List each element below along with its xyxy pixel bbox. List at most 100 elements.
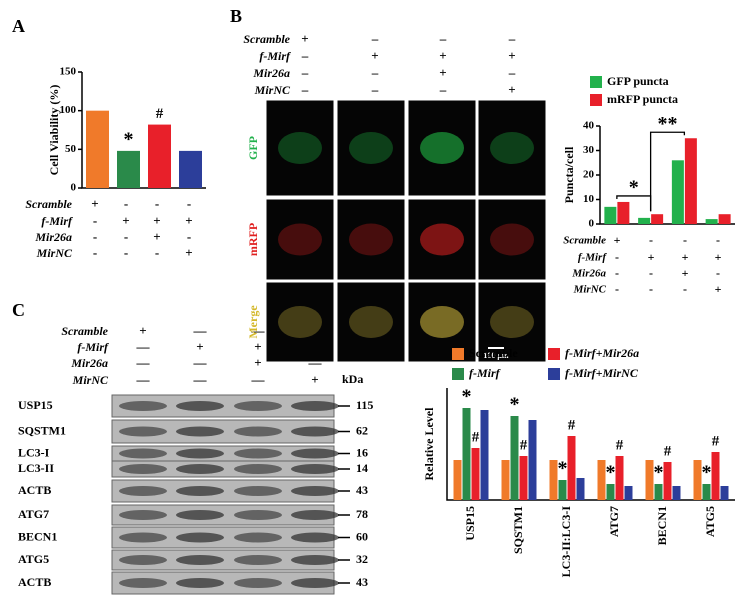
condition-cell: + bbox=[153, 213, 160, 228]
bar bbox=[510, 416, 519, 500]
blot-band bbox=[119, 532, 167, 543]
bar bbox=[645, 460, 654, 500]
blot-band bbox=[234, 401, 282, 411]
y-tick-label: 150 bbox=[60, 66, 77, 78]
condition-cell: - bbox=[615, 282, 619, 296]
bar bbox=[702, 484, 711, 500]
condition-cell: - bbox=[93, 213, 97, 228]
condition-cell: — bbox=[136, 355, 151, 370]
condition-cell: - bbox=[124, 245, 128, 260]
condition-cell: – bbox=[508, 31, 516, 46]
blot-kda: 78 bbox=[356, 507, 368, 521]
condition-cell: + bbox=[196, 339, 203, 354]
condition-cell: – bbox=[371, 31, 379, 46]
condition-cell: + bbox=[439, 65, 446, 80]
blot-band bbox=[291, 555, 339, 565]
blot-kda: 60 bbox=[356, 529, 368, 543]
blot-band bbox=[119, 510, 167, 520]
micrograph bbox=[477, 99, 547, 197]
condition-cell: — bbox=[193, 372, 208, 387]
blot-band bbox=[291, 448, 339, 459]
cell-signal bbox=[278, 132, 322, 164]
blot-kda: 16 bbox=[356, 445, 368, 459]
blot-band bbox=[291, 486, 339, 496]
y-tick-label: 50 bbox=[65, 143, 77, 155]
cell-signal bbox=[420, 132, 464, 164]
bar bbox=[624, 486, 633, 500]
blot-band bbox=[119, 578, 167, 588]
blot-band bbox=[291, 578, 339, 588]
condition-cell: — bbox=[251, 372, 266, 387]
condition-cell: – bbox=[301, 48, 309, 63]
y-tick-label: 20 bbox=[583, 169, 595, 181]
y-axis-label: Puncta/cell bbox=[562, 146, 576, 203]
cell-signal bbox=[490, 132, 534, 164]
bar bbox=[528, 420, 537, 500]
condition-cell: + bbox=[439, 48, 446, 63]
condition-cell: – bbox=[371, 82, 379, 97]
condition-cell: - bbox=[615, 250, 619, 264]
bar bbox=[462, 408, 471, 500]
condition-cell: – bbox=[371, 65, 379, 80]
condition-cell: + bbox=[254, 355, 261, 370]
significance-mark: # bbox=[712, 433, 720, 449]
cell-signal bbox=[490, 223, 534, 256]
blot-band bbox=[234, 510, 282, 520]
significance-mark: # bbox=[472, 429, 480, 445]
condition-cell: + bbox=[614, 233, 621, 247]
blot-band bbox=[119, 426, 167, 437]
significance-mark: * bbox=[654, 462, 664, 484]
blot-band bbox=[291, 401, 339, 411]
legend-swatch bbox=[548, 348, 560, 360]
condition-cell: + bbox=[153, 229, 160, 244]
blot-kda: 62 bbox=[356, 423, 368, 437]
significance-mark: # bbox=[568, 417, 576, 433]
micrograph bbox=[265, 99, 335, 197]
y-tick-label: 10 bbox=[583, 193, 595, 205]
condition-cell: - bbox=[155, 196, 159, 211]
blot-band bbox=[291, 532, 339, 543]
significance-mark: ** bbox=[658, 113, 678, 135]
bar bbox=[604, 206, 617, 224]
bar bbox=[597, 460, 606, 500]
blot-band bbox=[234, 486, 282, 496]
blot-band bbox=[176, 486, 224, 496]
legend-swatch bbox=[590, 94, 602, 106]
condition-cell: – bbox=[439, 82, 447, 97]
condition-cell: - bbox=[649, 282, 653, 296]
legend-label: f-Mirf+Mir26a bbox=[565, 346, 639, 360]
significance-mark: * bbox=[124, 128, 134, 150]
legend-swatch bbox=[548, 368, 560, 380]
blot-band bbox=[119, 486, 167, 496]
blot-band bbox=[234, 555, 282, 565]
blot-band bbox=[291, 426, 339, 437]
legend-swatch bbox=[452, 348, 464, 360]
bar bbox=[711, 452, 720, 500]
blot-unit: kDa bbox=[342, 372, 363, 386]
blot-band bbox=[176, 578, 224, 588]
bar bbox=[86, 110, 109, 188]
legend-label: mRFP puncta bbox=[607, 92, 678, 106]
condition-label: Scramble bbox=[25, 197, 72, 211]
condition-label: Mir26a bbox=[571, 268, 606, 280]
cell-signal bbox=[420, 223, 464, 256]
blot-band bbox=[234, 426, 282, 437]
significance-mark: * bbox=[629, 177, 639, 199]
bar bbox=[501, 460, 510, 500]
condition-cell: + bbox=[185, 213, 192, 228]
blot-kda: 32 bbox=[356, 552, 368, 566]
micrograph bbox=[336, 281, 406, 363]
condition-cell: - bbox=[187, 196, 191, 211]
channel-label: mRFP bbox=[246, 223, 260, 256]
bar bbox=[705, 219, 718, 224]
blot-band bbox=[176, 448, 224, 459]
condition-cell: + bbox=[301, 31, 308, 46]
condition-cell: - bbox=[716, 233, 720, 247]
condition-cell: + bbox=[371, 48, 378, 63]
y-axis-label: Cell Viability (%) bbox=[47, 85, 61, 176]
bar bbox=[615, 456, 624, 500]
condition-cell: + bbox=[508, 82, 515, 97]
bar bbox=[453, 460, 462, 500]
significance-mark: * bbox=[606, 462, 616, 484]
